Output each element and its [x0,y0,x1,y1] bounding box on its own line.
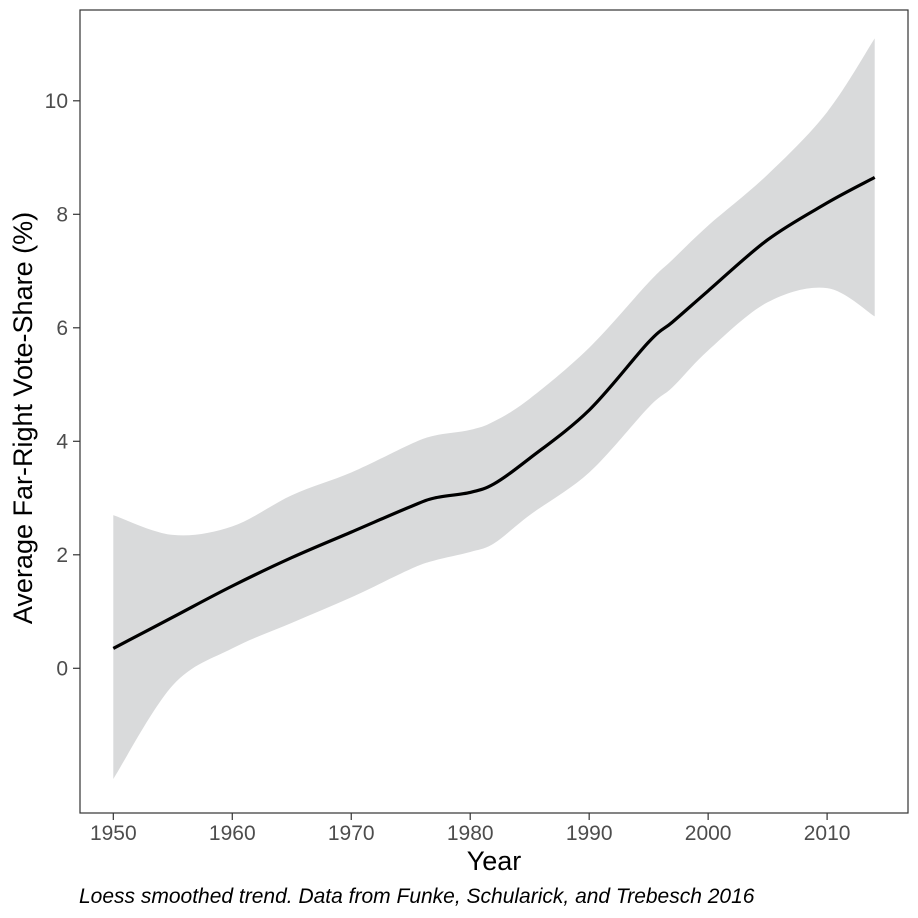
x-tick-label: 2010 [804,822,851,845]
chart-caption: Loess smoothed trend. Data from Funke, S… [79,885,755,908]
x-tick-label: 1980 [447,822,494,845]
y-axis-title: Average Far-Right Vote-Share (%) [8,212,38,624]
y-tick-label: 6 [56,317,68,340]
x-tick-label: 1990 [566,822,613,845]
x-tick-label: 2000 [685,822,732,845]
y-tick-label: 0 [56,657,68,680]
y-tick-label: 8 [56,203,68,226]
y-axis: 0 2 4 6 8 10 [45,90,80,680]
plot-panel-border [79,9,909,814]
y-tick-label: 2 [56,544,68,567]
x-tick-label: 1970 [328,822,375,845]
x-tick-label: 1960 [209,822,256,845]
confidence-band [113,38,875,779]
x-axis-title: Year [467,846,522,876]
y-tick-label: 4 [56,430,68,453]
trend-line [112,175,876,650]
x-axis: 1950 1960 1970 1980 1990 2000 2010 [90,813,851,845]
x-tick-label: 1950 [90,822,137,845]
y-tick-label: 10 [45,90,68,113]
